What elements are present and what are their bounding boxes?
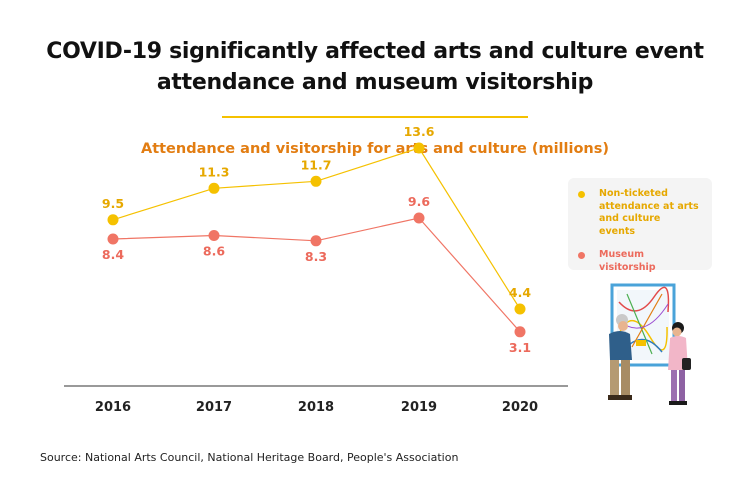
data-label-museum-2020: 3.1	[509, 340, 531, 355]
museum-visitors-viewing-painting-icon	[608, 283, 691, 405]
data-point-museum-2019	[413, 212, 425, 224]
data-label-non-ticketed-2016: 9.5	[102, 196, 124, 211]
data-label-non-ticketed-2018: 11.7	[301, 157, 332, 172]
data-point-non-ticketed-2020	[514, 303, 526, 315]
data-point-non-ticketed-2019	[413, 142, 425, 154]
x-tick-label-2018: 2018	[298, 400, 334, 415]
chart-subtitle: Attendance and visitorship for arts and …	[140, 141, 610, 157]
data-label-museum-2017: 8.6	[203, 244, 225, 259]
data-label-museum-2019: 9.6	[408, 194, 430, 209]
x-tick-label-2020: 2020	[502, 400, 538, 415]
x-tick-label-2016: 2016	[95, 400, 131, 415]
legend-label-museum: Museum visitorship	[599, 249, 656, 273]
source-note: Source: National Arts Council, National …	[40, 451, 459, 464]
data-label-museum-2018: 8.3	[305, 249, 327, 264]
title-divider	[222, 116, 528, 118]
data-point-non-ticketed-2016	[107, 214, 119, 226]
chart-title: COVID-19 significantly affected arts and…	[0, 36, 750, 98]
legend-dot-museum	[578, 252, 585, 259]
data-label-museum-2016: 8.4	[102, 247, 124, 262]
legend-dot-non-ticketed	[578, 191, 585, 198]
series-line-museum	[112, 217, 521, 333]
data-point-non-ticketed-2018	[310, 175, 322, 187]
data-point-non-ticketed-2017	[208, 182, 220, 194]
x-tick-label-2017: 2017	[196, 400, 232, 415]
data-point-museum-2020	[514, 326, 526, 338]
data-point-museum-2018	[310, 235, 322, 247]
legend-label-non-ticketed: Non-ticketed attendance at arts and cult…	[599, 188, 699, 237]
data-point-museum-2017	[208, 230, 220, 241]
data-label-non-ticketed-2020: 4.4	[509, 285, 531, 300]
x-tick-label-2019: 2019	[401, 400, 437, 415]
legend-item-non-ticketed: Non-ticketed attendance at arts and cult…	[578, 188, 699, 238]
legend-item-museum: Museum visitorship	[578, 249, 699, 274]
chart-legend: Non-ticketed attendance at arts and cult…	[568, 178, 712, 273]
data-label-non-ticketed-2019: 13.6	[404, 124, 435, 139]
chart-title-line-2: attendance and museum visitorship	[156, 70, 594, 95]
chart-title-line-1: COVID-19 significantly affected arts and…	[46, 39, 704, 64]
data-point-museum-2016	[107, 233, 119, 245]
data-label-non-ticketed-2017: 11.3	[199, 164, 230, 179]
